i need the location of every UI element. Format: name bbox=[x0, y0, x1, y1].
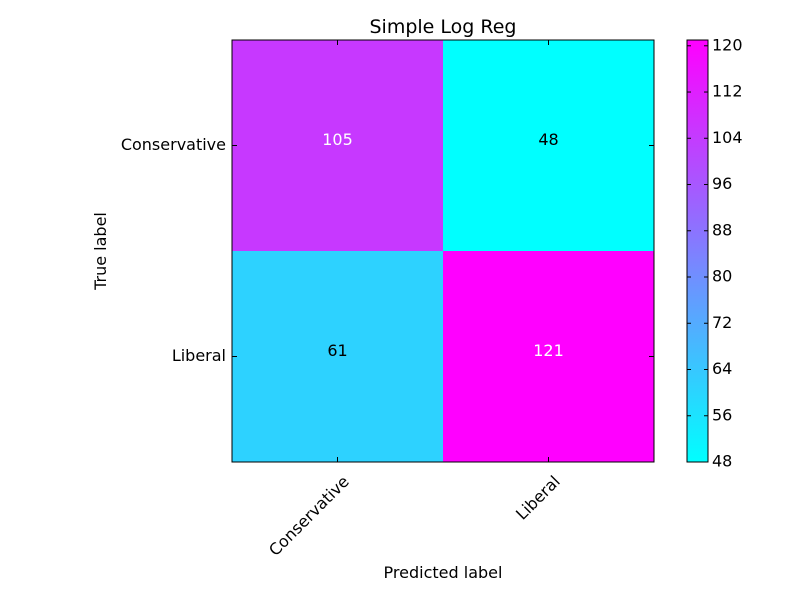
cell-value-label: 105 bbox=[322, 130, 353, 149]
colorbar-tick-label: 112 bbox=[712, 82, 743, 101]
plot-frame bbox=[231, 39, 655, 463]
heatmap-cell bbox=[443, 40, 654, 251]
y-axis-ticks: Conservative Liberal bbox=[121, 135, 654, 365]
colorbar-tick-label: 88 bbox=[712, 220, 732, 239]
chart-title: Simple Log Reg bbox=[370, 16, 517, 38]
colorbar-tick-label: 56 bbox=[712, 405, 732, 424]
y-tick-label: Conservative bbox=[121, 135, 226, 154]
heatmap-cells: 105 48 61 121 bbox=[232, 40, 654, 462]
x-tick-label: Conservative bbox=[265, 472, 353, 560]
colorbar-ticks: 48 56 64 72 80 88 96 104 112 120 bbox=[687, 35, 743, 471]
heatmap-cell bbox=[232, 251, 443, 462]
heatmap-cell bbox=[232, 40, 443, 251]
y-tick-label: Liberal bbox=[172, 346, 226, 365]
cell-value-label: 48 bbox=[538, 130, 558, 149]
colorbar-tick-label: 96 bbox=[712, 174, 732, 193]
colorbar-tick-label: 48 bbox=[712, 452, 732, 471]
cell-value-label: 61 bbox=[327, 341, 347, 360]
cell-value-label: 121 bbox=[533, 341, 564, 360]
colorbar-tick-label: 120 bbox=[712, 35, 743, 54]
colorbar bbox=[686, 39, 709, 463]
heatmap-cell bbox=[443, 251, 654, 462]
colorbar-tick-label: 64 bbox=[712, 359, 732, 378]
x-tick-label: Liberal bbox=[512, 472, 564, 524]
colorbar-tick-label: 72 bbox=[712, 313, 732, 332]
colorbar-tick-label: 104 bbox=[712, 128, 743, 147]
colorbar-tick-label: 80 bbox=[712, 267, 732, 286]
x-axis-title: Predicted label bbox=[384, 563, 503, 582]
y-axis-title: True label bbox=[91, 212, 110, 291]
